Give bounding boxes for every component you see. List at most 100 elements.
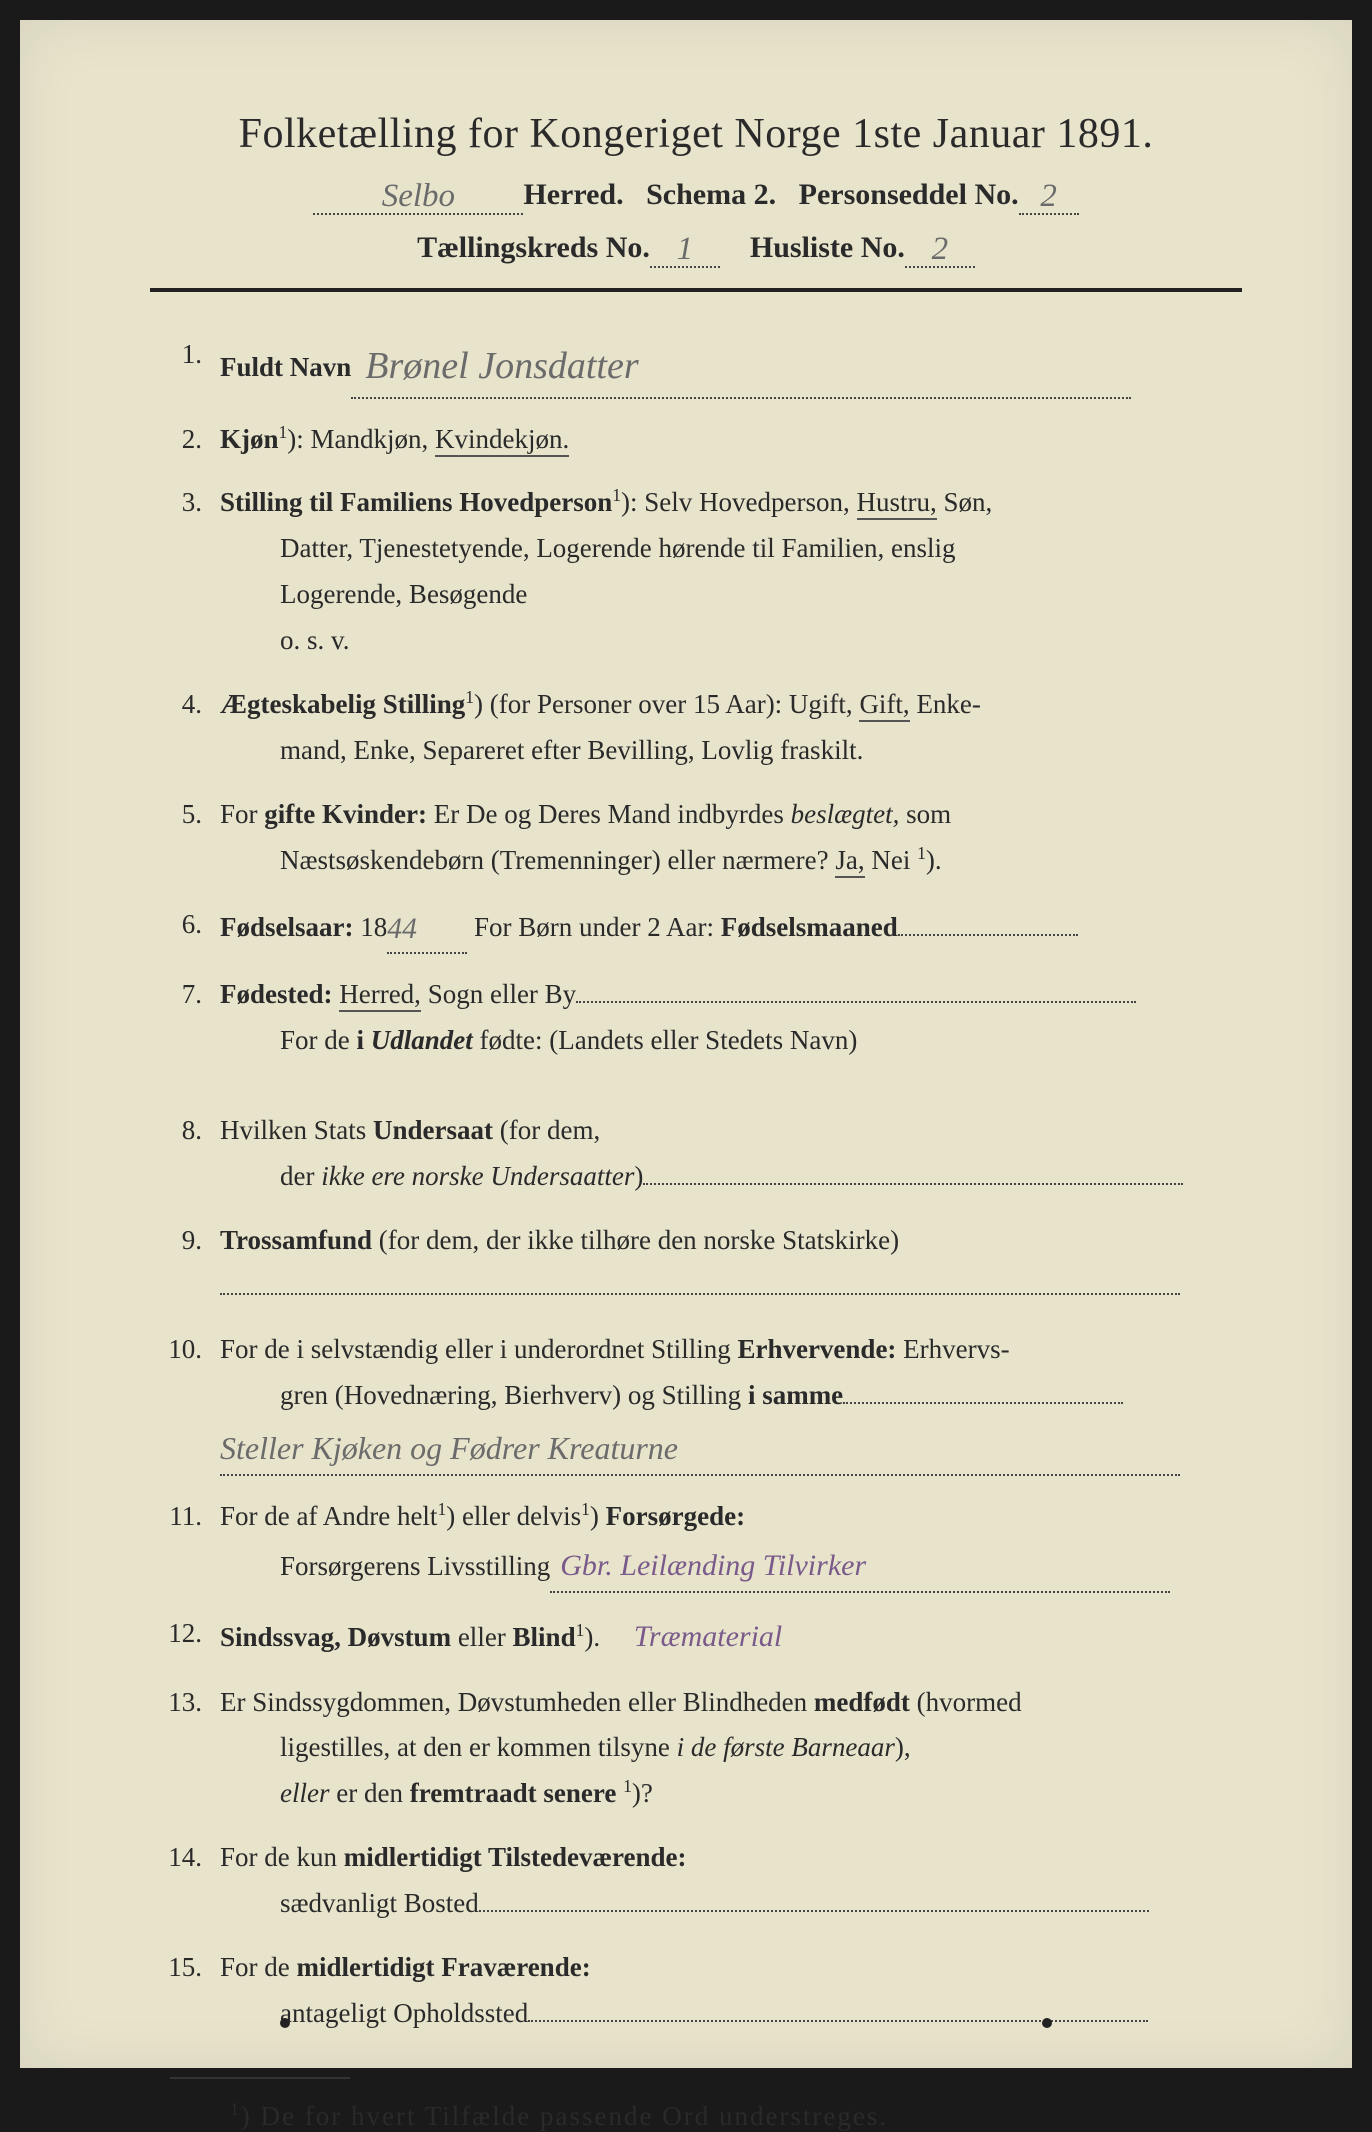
sup: 1 [581,1499,590,1519]
name-handwritten: Brønel Jonsdatter [365,345,638,387]
sup: 1 [279,422,288,442]
text: Søn, [937,487,993,517]
footnote-rule [170,2077,350,2079]
bold: medfødt [814,1687,910,1717]
text: er den [329,1778,409,1808]
text: eller [451,1622,512,1652]
item-number: 11. [150,1494,220,1593]
label: gifte Kvinder: [264,799,427,829]
ital: i de første Barneaar [677,1732,895,1762]
sup: 1 [623,1776,632,1796]
text: Enke- [910,689,981,719]
sup: 1 [612,485,621,505]
bold: fremtraadt senere [410,1778,617,1808]
text: Næstsøskendebørn (Tremenninger) eller næ… [280,845,835,875]
text: Nei [865,845,917,875]
item-10: 10. For de i selvstændig eller i underor… [150,1327,1242,1475]
item-11: 11. For de af Andre helt1) eller delvis1… [150,1494,1242,1593]
text: (for dem, [493,1115,600,1145]
herred-label: Herred. [523,178,623,211]
item-9: 9. Trossamfund (for dem, der ikke tilhør… [150,1218,1242,1310]
blank-dotted [843,1402,1123,1404]
item-12: 12. Sindssvag, Døvstum eller Blind1). Tr… [150,1611,1242,1662]
blank-dotted [898,934,1078,936]
text: ), [895,1732,911,1762]
text: ): Selv Hovedperson, [621,487,856,517]
text: Er Sindssygdommen, Døvstumheden eller Bl… [220,1687,814,1717]
pinhole-icon [1042,2018,1052,2028]
cont: Datter, Tjenestetyende, Logerende hørend… [220,526,1242,572]
cont: o. s. v. [220,618,1242,664]
item-number: 4. [150,682,220,774]
text: ). [584,1622,600,1652]
item-8: 8. Hvilken Stats Undersaat (for dem, der… [150,1108,1242,1200]
underlined-ja: Ja, [835,845,864,878]
footnote: 1) De for hvert Tilfælde passende Ord un… [150,2099,1242,2132]
item-number: 13. [150,1680,220,1818]
footnote-sup: 1 [230,2099,241,2119]
census-form-page: Folketælling for Kongeriget Norge 1ste J… [20,20,1352,2068]
bold: Blind [513,1622,576,1652]
form-items: 1. Fuldt NavnBrønel Jonsdatter 2. Kjøn1)… [150,332,1242,2037]
item-number: 3. [150,480,220,664]
occupation-hw: Steller Kjøken og Fødrer Kreaturne [220,1430,678,1466]
text: Forsørgerens Livsstilling [280,1551,550,1581]
cont: mand, Enke, Separeret efter Bevilling, L… [220,728,1242,774]
item-6: 6. Fødselsaar: 1844 For Børn under 2 Aar… [150,902,1242,954]
blank-dotted [220,1293,1180,1295]
item-number: 9. [150,1218,220,1310]
pinhole-icon [280,2018,290,2028]
text: (hvormed [910,1687,1022,1717]
text: ): Mandkjøn, [287,424,435,454]
label: midlertidigt Fraværende: [297,1952,591,1982]
item-number: 14. [150,1835,220,1927]
underlined-kvindekjon: Kvindekjøn. [435,424,569,457]
label: Trossamfund [220,1225,372,1255]
item-number: 12. [150,1611,220,1662]
underlined-gift: Gift, [859,689,909,722]
text: antageligt Opholdssted [280,1998,528,2028]
label: Forsørgede: [606,1501,745,1531]
blank-dotted [528,2020,1148,2022]
bold: i [357,1025,365,1055]
divider-rule [150,288,1242,292]
text: For de af Andre helt [220,1501,437,1531]
label: Fuldt Navn [220,352,351,382]
text: ligestilles, at den er kommen tilsyne [280,1732,677,1762]
ital: ikke ere norske Undersaatter [321,1161,634,1191]
text: Hvilken Stats [220,1115,373,1145]
cont: Logerende, Besøgende [220,572,1242,618]
label: Sindssvag, Døvstum [220,1622,451,1652]
sup: 1 [465,687,474,707]
blank-dotted [479,1910,1149,1912]
item-3: 3. Stilling til Familiens Hovedperson1):… [150,480,1242,664]
label: Fødselsmaaned [721,912,898,942]
ital: eller [280,1778,329,1808]
item-15: 15. For de midlertidigt Fraværende: anta… [150,1945,1242,2037]
label: Erhvervende: [737,1334,896,1364]
kreds-label: Tællingskreds No. [417,231,650,264]
text: Erhvervs- [896,1334,1009,1364]
text: )? [632,1778,653,1808]
item-14: 14. For de kun midlertidigt Tilstedevære… [150,1835,1242,1927]
item-number: 10. [150,1327,220,1475]
text: gren (Hovednæring, Bierhverv) og Stillin… [280,1380,748,1410]
label: Ægteskabelig Stilling [220,689,465,719]
blank-dotted [643,1183,1183,1185]
label: Fødselsaar: [220,912,353,942]
header-line-1: SelboHerred. Schema 2. Personseddel No.2 [150,176,1242,215]
text: For de kun [220,1842,344,1872]
text: For [220,799,264,829]
page-title: Folketælling for Kongeriget Norge 1ste J… [150,110,1242,158]
year-hw: 44 [387,913,417,945]
text: der [280,1161,321,1191]
blank-dotted [576,1001,1136,1003]
text: ) (for Personer over 15 Aar): Ugift, [474,689,859,719]
item-7: 7. Fødested: Herred, Sogn eller By For d… [150,972,1242,1064]
item-1: 1. Fuldt NavnBrønel Jonsdatter [150,332,1242,399]
text: For de i selvstændig eller i underordnet… [220,1334,737,1364]
item-4: 4. Ægteskabelig Stilling1) (for Personer… [150,682,1242,774]
text: For de [220,1952,297,1982]
text: ) eller delvis [446,1501,581,1531]
text: (for dem, der ikke tilhøre den norske St… [372,1225,899,1255]
